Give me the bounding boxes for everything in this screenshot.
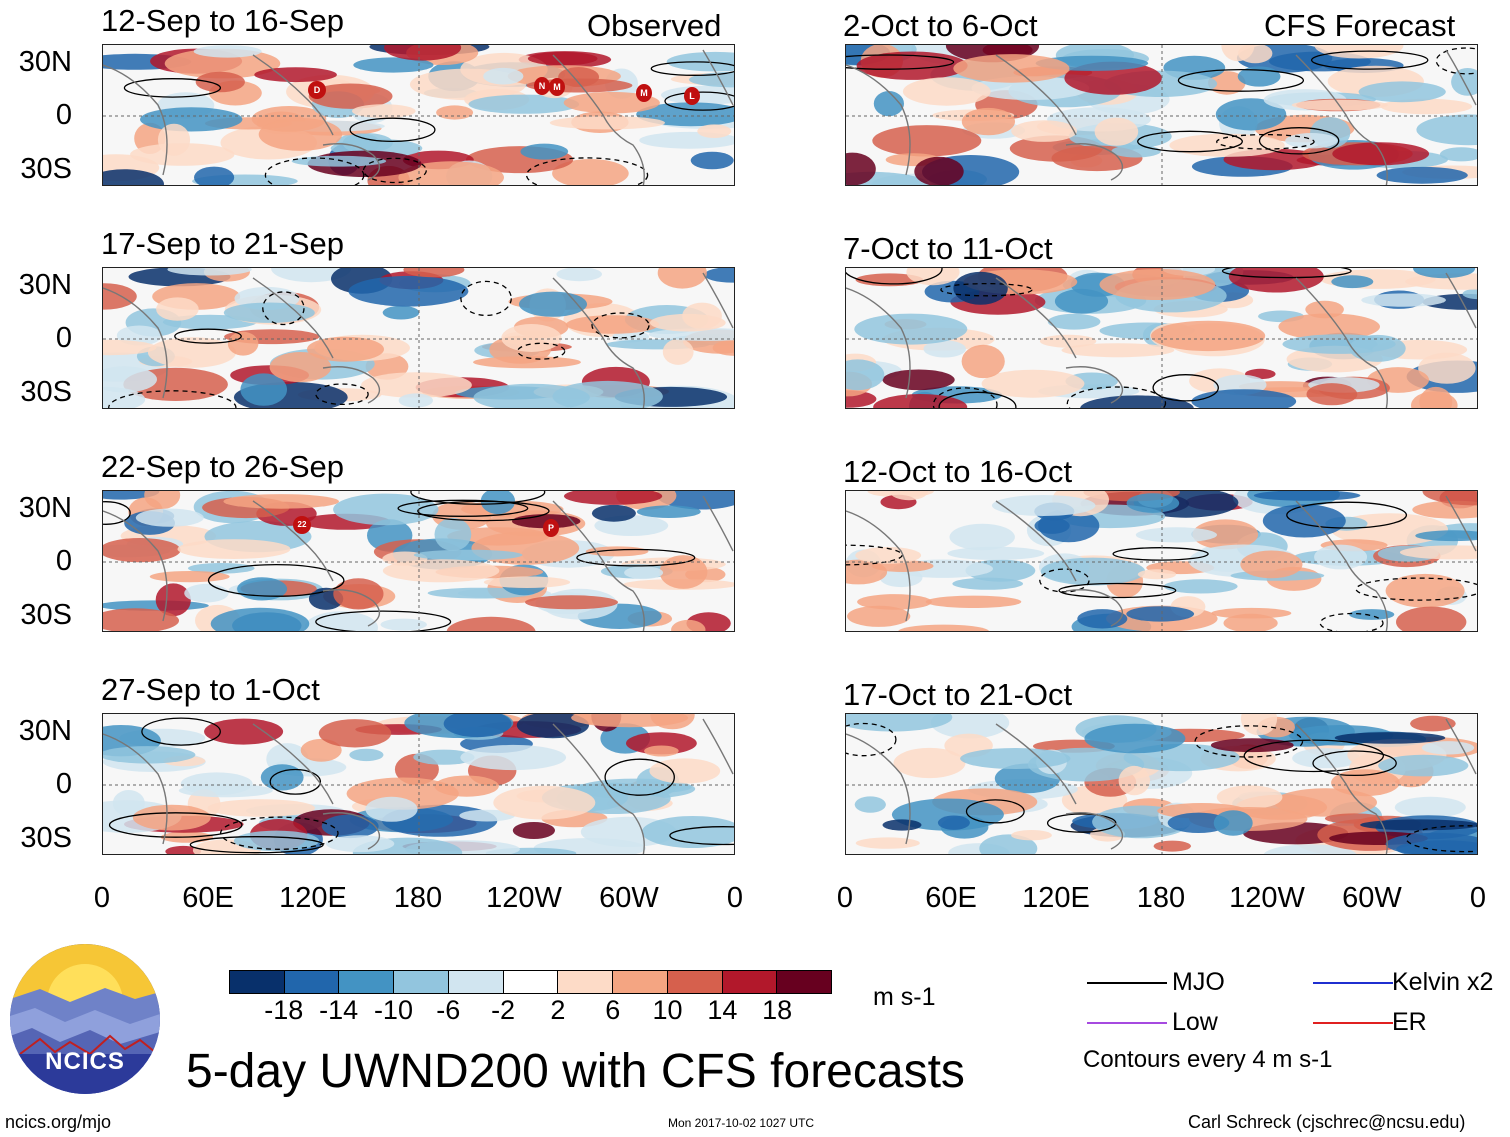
colorbar-tick-8: 14 — [707, 995, 738, 1025]
storm-marker-p: P — [543, 519, 559, 537]
map-panel-obs-3 — [102, 490, 735, 632]
footer-author: Carl Schreck (cjschrec@ncsu.edu) — [1188, 1112, 1466, 1132]
legend-label-mjo: MJO — [1172, 968, 1225, 996]
map-panel-obs-2 — [102, 267, 735, 409]
lon-0-right-end: 0 — [1469, 882, 1487, 914]
lon-60e-left: 60E — [182, 882, 234, 914]
footer-timestamp: Mon 2017-10-02 1027 UTC — [668, 1116, 815, 1130]
logo-text: NCICS — [45, 1048, 125, 1075]
colorbar-segment-6 — [557, 971, 613, 993]
observed-panel-title-2: 17-Sep to 21-Sep — [101, 226, 345, 261]
lon-120e-right: 120E — [1022, 882, 1090, 914]
storm-marker-22: 22 — [293, 516, 311, 534]
map-panel-obs-4 — [102, 713, 735, 855]
lon-60w-left: 60W — [599, 882, 659, 914]
colorbar-tick-4: -2 — [491, 995, 516, 1025]
colorbar — [229, 970, 832, 994]
colorbar-tick-1: -14 — [319, 995, 359, 1025]
lat-30s-2: 30S — [20, 376, 72, 408]
lon-180-left: 180 — [393, 882, 443, 914]
storm-marker-l: L — [684, 87, 700, 105]
legend-label-kelvin: Kelvin x2 — [1392, 968, 1494, 996]
lon-60e-right: 60E — [925, 882, 977, 914]
lon-120e-left: 120E — [279, 882, 347, 914]
lon-0-left: 0 — [93, 882, 111, 914]
storm-marker-n: N — [534, 77, 550, 95]
colorbar-segment-5 — [502, 971, 558, 993]
lat-30s-3: 30S — [20, 599, 72, 631]
colorbar-tick-9: 18 — [762, 995, 793, 1025]
contour-note: Contours every 4 m s-1 — [1083, 1046, 1333, 1073]
lat-eq-1: 0 — [55, 99, 72, 131]
lat-30s-4: 30S — [20, 822, 72, 854]
colorbar-segment-10 — [776, 971, 832, 993]
map-panel-fc-1 — [845, 44, 1478, 186]
map-panel-fc-2 — [845, 267, 1478, 409]
colorbar-segment-1 — [283, 971, 339, 993]
colorbar-tick-6: 6 — [605, 995, 621, 1025]
colorbar-segment-3 — [393, 971, 448, 993]
observed-header: Observed — [587, 8, 722, 43]
legend-line-er — [1313, 1022, 1393, 1024]
lon-0-right: 0 — [836, 882, 854, 914]
storm-marker-d: D — [308, 81, 326, 99]
lat-30n-4: 30N — [18, 715, 72, 747]
forecast-panel-title-2: 7-Oct to 11-Oct — [843, 231, 1053, 266]
colorbar-segment-9 — [721, 971, 777, 993]
observed-panel-title-4: 27-Sep to 1-Oct — [101, 672, 320, 707]
legend-label-low: Low — [1172, 1008, 1218, 1036]
lon-60w-right: 60W — [1342, 882, 1402, 914]
figure-title: 5-day UWND200 with CFS forecasts — [186, 1045, 965, 1098]
legend-label-er: ER — [1392, 1008, 1427, 1036]
map-panel-fc-4 — [845, 713, 1478, 855]
ncics-logo: NCICS — [10, 944, 160, 1094]
observed-panel-title-3: 22-Sep to 26-Sep — [101, 449, 345, 484]
logo-artwork — [10, 944, 160, 1094]
lon-120w-left: 120W — [486, 882, 562, 914]
forecast-panel-title-3: 12-Oct to 16-Oct — [843, 454, 1073, 489]
lon-120w-right: 120W — [1229, 882, 1305, 914]
lat-30n-3: 30N — [18, 492, 72, 524]
legend-line-mjo — [1087, 982, 1167, 984]
lat-eq-4: 0 — [55, 768, 72, 800]
legend-line-kelvin — [1313, 982, 1393, 984]
colorbar-segment-8 — [666, 971, 722, 993]
colorbar-segment-4 — [447, 971, 503, 993]
lat-30n-1: 30N — [18, 46, 72, 78]
colorbar-tick-3: -6 — [436, 995, 461, 1025]
footer-url[interactable]: ncics.org/mjo — [5, 1112, 112, 1132]
lat-eq-2: 0 — [55, 322, 72, 354]
colorbar-tick-0: -18 — [264, 995, 304, 1025]
colorbar-units: m s-1 — [873, 983, 936, 1011]
forecast-panel-title-1: 2-Oct to 6-Oct — [843, 8, 1038, 43]
colorbar-segment-7 — [612, 971, 667, 993]
lat-30s-1: 30S — [20, 153, 72, 185]
colorbar-segment-2 — [338, 971, 394, 993]
map-panel-obs-1 — [102, 44, 735, 186]
observed-panel-title-1: 12-Sep to 16-Sep — [101, 3, 345, 38]
storm-marker-m1: M — [549, 78, 565, 96]
lat-eq-3: 0 — [55, 545, 72, 577]
colorbar-tick-5: 2 — [550, 995, 566, 1025]
colorbar-tick-7: 10 — [652, 995, 683, 1025]
colorbar-tick-2: -10 — [373, 995, 413, 1025]
forecast-panel-title-4: 17-Oct to 21-Oct — [843, 677, 1073, 712]
lon-180-right: 180 — [1136, 882, 1186, 914]
storm-marker-m2: M — [636, 84, 652, 102]
legend-line-low — [1087, 1022, 1167, 1024]
colorbar-segment-0 — [230, 971, 284, 993]
lat-30n-2: 30N — [18, 269, 72, 301]
forecast-header: CFS Forecast — [1264, 8, 1456, 43]
lon-0-right-of-left: 0 — [726, 882, 744, 914]
map-panel-fc-3 — [845, 490, 1478, 632]
